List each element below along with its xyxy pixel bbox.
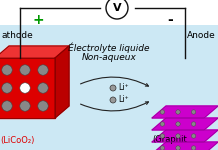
Circle shape xyxy=(176,146,180,150)
Polygon shape xyxy=(0,46,69,58)
Bar xyxy=(0,25,218,150)
Circle shape xyxy=(160,146,165,150)
Text: Non-aqueux: Non-aqueux xyxy=(82,54,136,63)
Circle shape xyxy=(191,134,196,138)
Circle shape xyxy=(191,110,196,114)
Circle shape xyxy=(160,134,165,138)
Circle shape xyxy=(160,110,165,114)
Circle shape xyxy=(20,101,30,111)
Text: Électrolyte liquide: Électrolyte liquide xyxy=(68,43,150,53)
Circle shape xyxy=(176,110,180,114)
Text: athode: athode xyxy=(1,32,33,40)
Circle shape xyxy=(38,83,48,93)
Circle shape xyxy=(2,83,12,93)
FancyArrowPatch shape xyxy=(80,77,148,86)
Text: (LiCoO₂): (LiCoO₂) xyxy=(0,135,34,144)
Polygon shape xyxy=(55,46,69,118)
Circle shape xyxy=(106,0,128,19)
Circle shape xyxy=(20,83,30,93)
Polygon shape xyxy=(152,106,218,118)
Text: (Graphit: (Graphit xyxy=(152,135,187,144)
Circle shape xyxy=(191,146,196,150)
Circle shape xyxy=(38,65,48,75)
FancyArrowPatch shape xyxy=(80,102,148,111)
Text: Li⁺: Li⁺ xyxy=(118,96,129,105)
Circle shape xyxy=(160,122,165,126)
Text: V: V xyxy=(113,3,121,13)
Circle shape xyxy=(176,134,180,138)
Circle shape xyxy=(2,101,12,111)
Circle shape xyxy=(110,97,116,103)
Polygon shape xyxy=(152,118,218,130)
Text: Li⁺: Li⁺ xyxy=(118,84,129,93)
Circle shape xyxy=(2,65,12,75)
Circle shape xyxy=(110,85,116,91)
Circle shape xyxy=(38,101,48,111)
Text: +: + xyxy=(32,13,44,27)
Polygon shape xyxy=(152,130,218,142)
Circle shape xyxy=(176,122,180,126)
Polygon shape xyxy=(0,58,55,118)
Circle shape xyxy=(191,122,196,126)
Polygon shape xyxy=(152,142,218,150)
Circle shape xyxy=(20,65,30,75)
Text: -: - xyxy=(167,13,173,27)
Text: Anode: Anode xyxy=(187,32,216,40)
